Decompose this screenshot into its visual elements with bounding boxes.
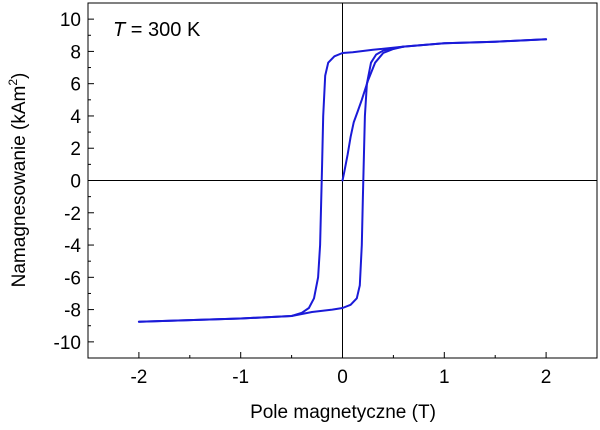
y-tick-label: -2 — [64, 204, 81, 225]
x-tick-label: -2 — [130, 367, 147, 388]
curve-group — [137, 38, 548, 323]
temperature-value: = 300 K — [125, 19, 201, 41]
y-tick-label: 6 — [70, 75, 81, 96]
curve-initial-magnetization — [341, 45, 405, 182]
y-tick-label: 8 — [70, 42, 81, 63]
y-tick-label: 4 — [70, 107, 81, 128]
x-tick-label: 1 — [439, 367, 450, 388]
x-tick-label: 2 — [541, 367, 552, 388]
tick-marks — [88, 18, 547, 358]
y-axis-label-close: ) — [9, 73, 30, 79]
y-tick-label: 0 — [70, 172, 81, 193]
curve-ascending-branch — [137, 45, 405, 323]
y-tick-label: 2 — [70, 139, 81, 160]
y-tick-label: 10 — [60, 10, 81, 31]
temperature-symbol: T — [113, 19, 127, 41]
x-axis-label: Pole magnetyczne (T) — [250, 402, 436, 423]
y-axis-label-base: Namagnesowanie (kAm — [9, 86, 30, 288]
y-tick-label: -4 — [64, 236, 81, 257]
y-tick-label: -6 — [64, 268, 81, 289]
y-axis-label-sup: 2 — [6, 79, 20, 86]
temperature-annotation: T = 300 K — [113, 19, 201, 41]
y-tick-label: -8 — [64, 301, 81, 322]
x-tick-label: -1 — [232, 367, 249, 388]
y-axis-label: Namagnesowanie (kAm2) — [6, 73, 30, 288]
x-tick-label: 0 — [337, 367, 348, 388]
y-tick-label: -10 — [54, 333, 81, 354]
